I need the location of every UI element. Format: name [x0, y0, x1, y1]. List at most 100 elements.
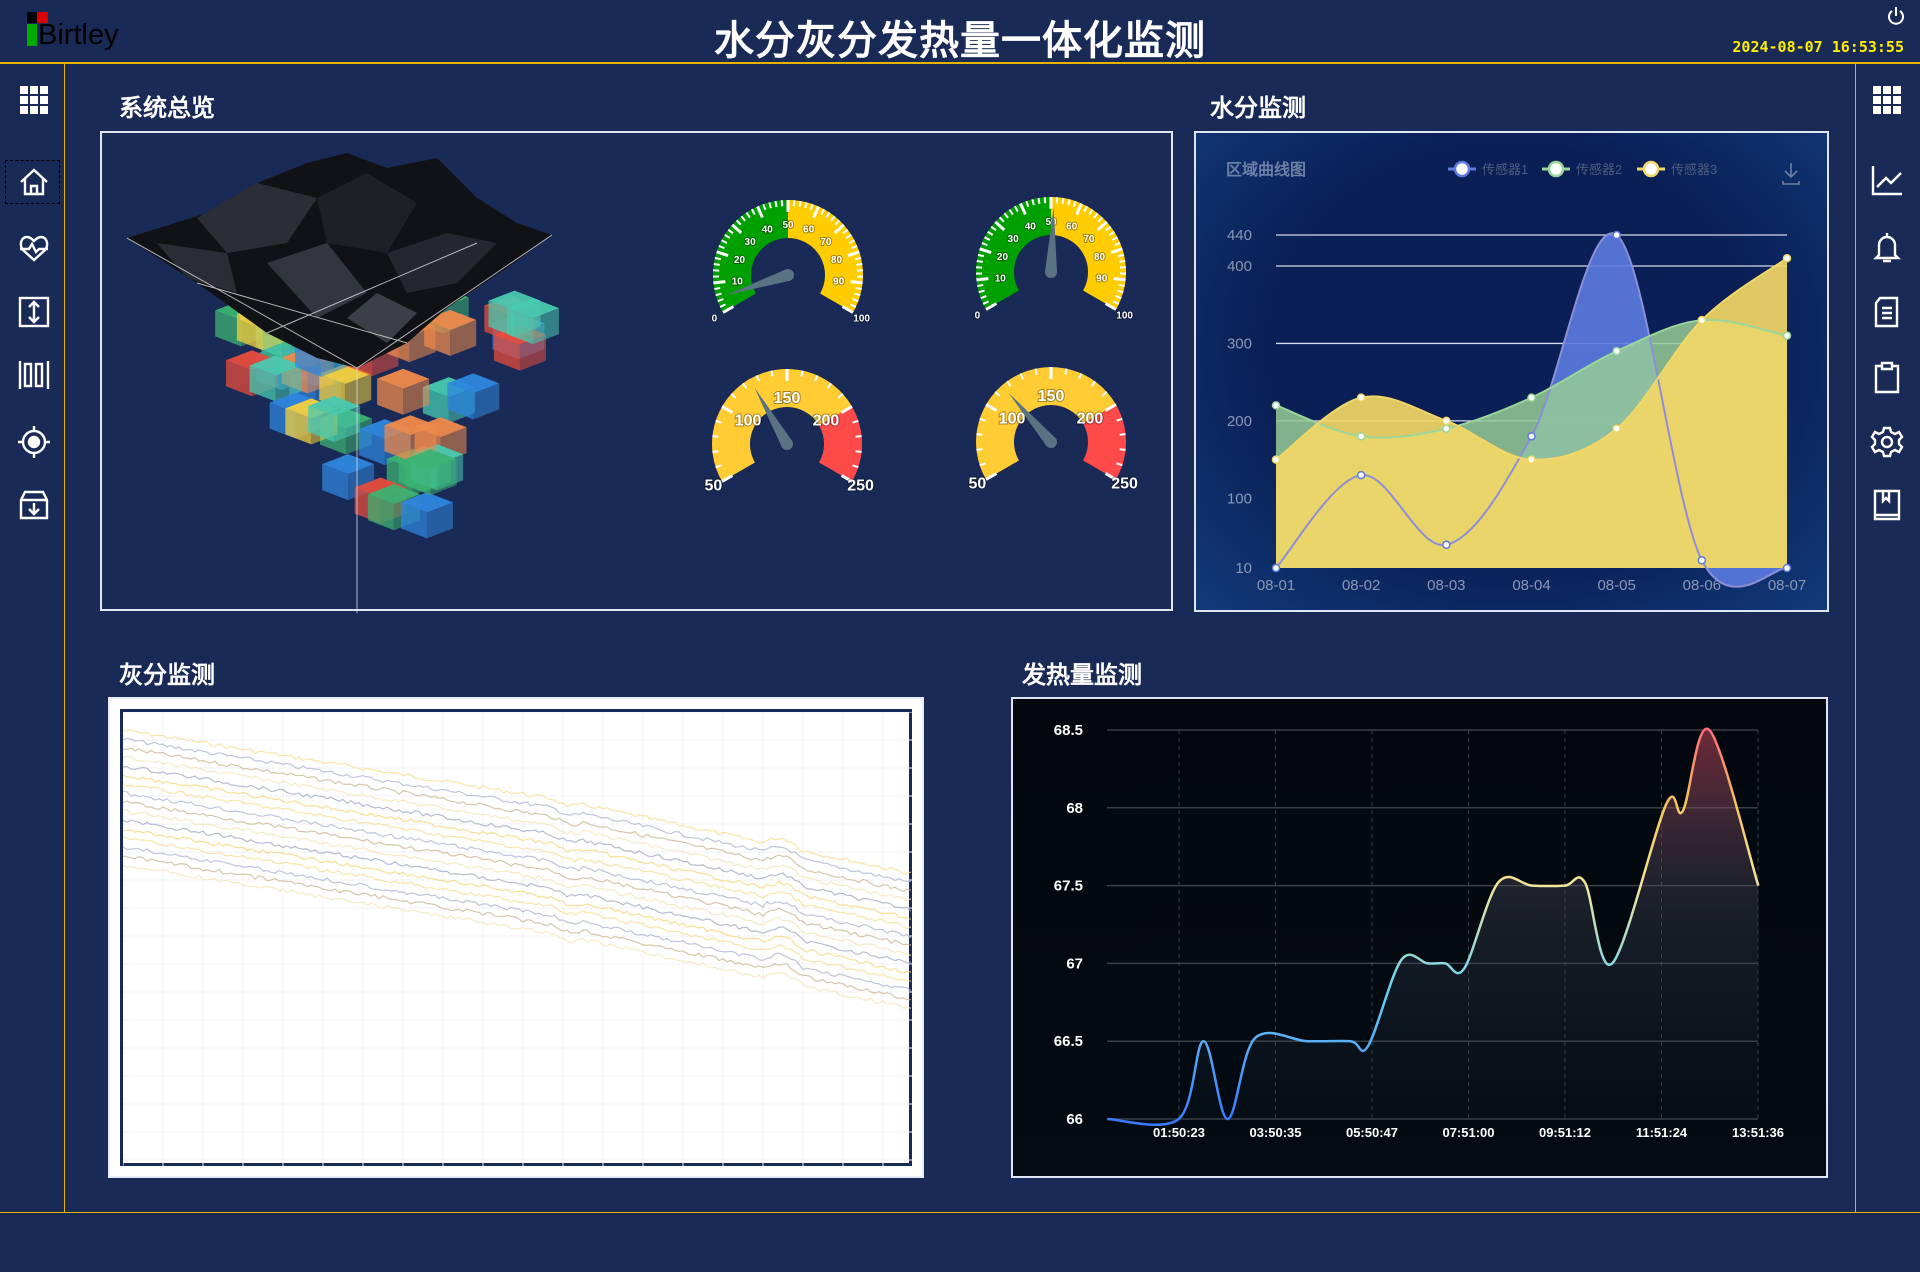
gauge-tick — [977, 283, 984, 288]
gauge-tick — [1114, 242, 1121, 247]
legend-marker — [1642, 160, 1660, 178]
sidebar-settings-button[interactable] — [1870, 425, 1904, 459]
gauge-tick — [714, 286, 721, 291]
legend-label: 传感器2 — [1576, 162, 1622, 177]
legend-label: 传感器1 — [1482, 162, 1528, 177]
line-chart-icon — [1871, 166, 1902, 196]
x-tick-label: 07:51:00 — [1442, 1125, 1494, 1140]
gauge-tick — [719, 303, 726, 308]
gauge-tick — [742, 382, 748, 389]
gauge-tick — [984, 236, 991, 241]
cube-side — [285, 408, 312, 445]
sidebar-clipboard-button[interactable] — [1870, 360, 1904, 394]
gauge-tick — [1037, 197, 1041, 205]
cube-side — [275, 365, 302, 402]
x-tick-label: 08-02 — [1342, 577, 1380, 594]
clipboard-icon — [1874, 361, 1900, 394]
gauge-tick — [1113, 277, 1126, 282]
data-point — [1271, 455, 1281, 464]
data-point — [1612, 230, 1621, 240]
grid-icon — [20, 86, 48, 114]
gauge-tick — [1006, 380, 1012, 387]
gauge-tick — [979, 247, 992, 254]
heat-panel: 66 66.5 67 67.5 68 68.5 01:50:23 03:50:35 05:50:… — [1011, 697, 1828, 1178]
cube-side — [426, 502, 453, 539]
spectrum-line — [122, 846, 912, 992]
gauge-label: 0 — [712, 314, 718, 325]
gauge-tick — [977, 253, 985, 258]
gauge-tick — [1111, 236, 1118, 241]
gauge-tick — [1097, 216, 1104, 223]
data-point — [1612, 424, 1621, 433]
gauge-label: 250 — [1111, 476, 1138, 493]
data-point — [1697, 556, 1707, 565]
barcode-icon — [18, 361, 50, 389]
gauge-label: 100 — [999, 411, 1026, 428]
data-point — [1697, 315, 1707, 325]
sidebar-barcode-button[interactable] — [17, 358, 51, 392]
cube-top — [269, 392, 322, 413]
ash-title: 灰分监测 — [119, 661, 215, 689]
x-tick-label: 11:51:24 — [1636, 1125, 1688, 1140]
sidebar-trend-button[interactable] — [1870, 163, 1904, 197]
gauge-tick — [994, 220, 1006, 231]
gauge-tick — [770, 370, 774, 377]
gauge-tick — [840, 474, 853, 483]
gauge-tick — [985, 403, 998, 412]
cube-side — [322, 464, 349, 501]
gauge-tick — [842, 228, 849, 235]
archive-download-icon — [19, 490, 49, 520]
gauge-label: 90 — [833, 276, 845, 287]
sidebar-manual-button[interactable] — [1870, 488, 1904, 522]
cube-side — [225, 360, 252, 397]
cube-side — [249, 365, 276, 402]
sidebar-alarm-button[interactable] — [1870, 230, 1904, 264]
gauge-tick — [768, 202, 772, 209]
sidebar-home-button[interactable] — [17, 165, 51, 199]
gauge-tick — [800, 370, 804, 377]
gauge-tick — [1118, 283, 1125, 288]
gauge-tick — [735, 219, 742, 226]
heat-line — [1107, 727, 1760, 1127]
gauge-band — [713, 200, 788, 313]
gauge-tick — [798, 200, 802, 208]
gauge-tick — [715, 292, 722, 297]
gauge-tick — [1116, 417, 1123, 422]
power-button[interactable] — [1886, 4, 1906, 28]
gear-icon — [1870, 426, 1904, 458]
sidebar-health-button[interactable] — [17, 231, 51, 265]
data-point — [1782, 253, 1792, 263]
gauge-tick — [755, 375, 760, 382]
spectrum-line — [122, 829, 912, 974]
gauge-tick — [713, 263, 720, 266]
gauge-tick — [850, 280, 863, 285]
document-icon — [1874, 296, 1899, 328]
cube-side — [430, 459, 457, 496]
gauge-tick — [812, 205, 820, 219]
overview-panel: 0 10 20 30 40 50 60 70 80 90 100 0 10 20 30 40 50 60 70 80 9… — [100, 131, 1173, 613]
gauge-tick — [1119, 433, 1126, 436]
gauge-tick — [1064, 368, 1068, 375]
sidebar-adjust-button[interactable] — [17, 295, 51, 329]
gauge-tick — [985, 472, 998, 481]
gauge-label: 60 — [803, 224, 815, 235]
gauge-tick — [978, 289, 985, 294]
sidebar-grid-button[interactable] — [1870, 83, 1904, 117]
gauge-tick — [1104, 403, 1117, 412]
moisture-panel: 区域曲线图 10 100 200 300 400 440 08-01 08-02 08-03 08-… — [1194, 131, 1829, 612]
sidebar-target-button[interactable] — [17, 425, 51, 459]
gauge-tick — [1110, 247, 1123, 254]
gauge-tick — [809, 203, 814, 211]
spectrum-line — [122, 864, 912, 1009]
gauge-tick — [750, 208, 756, 216]
gauge-tick — [840, 405, 853, 414]
ash-panel — [108, 697, 924, 1245]
gauge-tick — [713, 280, 726, 285]
sidebar-report-button[interactable] — [1870, 295, 1904, 329]
sidebar-grid-button[interactable] — [17, 83, 51, 117]
sidebar-archive-button[interactable] — [17, 488, 51, 522]
gauge-tick — [718, 245, 725, 250]
gauge-label: 10 — [995, 273, 1007, 284]
gauge-tick — [852, 298, 859, 303]
